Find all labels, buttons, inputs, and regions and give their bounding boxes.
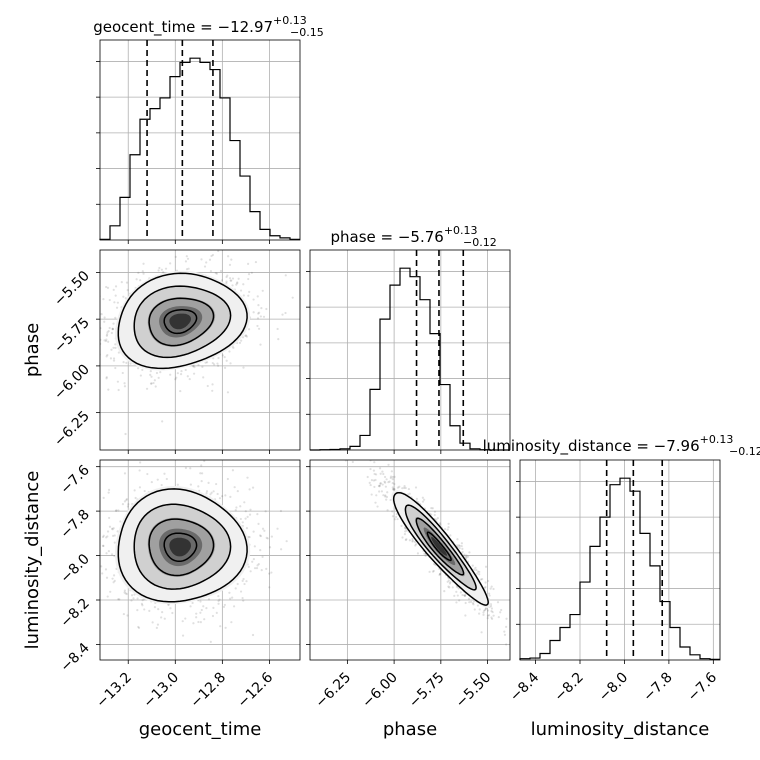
- ytick-phase-2: −5.75: [51, 315, 93, 357]
- ytick-luminosity_distance-3: −7.8: [57, 507, 92, 542]
- ytick-phase-0: −6.25: [51, 408, 93, 450]
- contour-geocent_time-phase-2: [133, 285, 232, 359]
- contour-geocent_time-phase-3: [117, 272, 248, 370]
- contour-geocent_time-luminosity_distance-2: [133, 503, 232, 590]
- title-phase-sub: −0.12: [463, 236, 497, 249]
- scatter-panel-geocent_time-phase: [96, 249, 301, 454]
- title-luminosity-distance: luminosity_distance = −7.96+0.13: [483, 433, 734, 456]
- contour-geocent_time-luminosity_distance-1: [148, 518, 215, 577]
- xtick-geocent_time-2: −12.8: [188, 670, 230, 712]
- ytick-phase-3: −5.50: [51, 268, 93, 310]
- xtick-phase-3: −5.50: [453, 670, 495, 712]
- contour-geocent_time-luminosity_distance-3: [117, 488, 248, 603]
- hist-line-geocent_time: [99, 57, 300, 240]
- xtick-phase-1: −6.00: [359, 670, 401, 712]
- xtick-phase-2: −5.75: [406, 670, 448, 712]
- contour-phase-luminosity_distance-0: [426, 531, 452, 562]
- scatter-panel-geocent_time-luminosity_distance: [96, 459, 301, 664]
- xtick-geocent_time-0: −13.2: [93, 670, 135, 712]
- xtick-geocent_time-1: −13.0: [140, 670, 182, 712]
- contour-phase-luminosity_distance-2: [404, 504, 477, 591]
- title-geocent-time: geocent_time = −12.97+0.13: [93, 14, 307, 37]
- hist-panel-luminosity_distance: [516, 459, 721, 664]
- hist-panel-geocent_time: [96, 39, 301, 244]
- ylabel-phase: phase: [22, 323, 43, 377]
- ytick-luminosity_distance-4: −7.6: [57, 462, 92, 497]
- hist-line-luminosity_distance: [519, 477, 720, 660]
- xtick-luminosity_distance-2: −8.0: [596, 670, 631, 705]
- xlabel-luminosity-distance: luminosity_distance: [531, 719, 710, 740]
- contour-phase-luminosity_distance-3: [392, 491, 489, 606]
- xtick-luminosity_distance-1: −8.2: [551, 670, 586, 705]
- xtick-phase-0: −6.25: [313, 670, 355, 712]
- xtick-luminosity_distance-3: −7.8: [640, 670, 675, 705]
- contour-geocent_time-phase-1: [148, 297, 215, 347]
- ytick-luminosity_distance-1: −8.2: [57, 596, 92, 631]
- ytick-luminosity_distance-2: −8.0: [57, 551, 92, 586]
- contour-phase-luminosity_distance-1: [415, 517, 465, 576]
- title-luminosity-distance-sub: −0.12: [729, 445, 760, 458]
- xtick-luminosity_distance-4: −7.6: [685, 669, 720, 704]
- xlabel-phase: phase: [383, 719, 437, 740]
- title-phase: phase = −5.76+0.13: [330, 224, 477, 246]
- xtick-geocent_time-3: −12.6: [235, 669, 277, 711]
- title-geocent-time-sub: −0.15: [290, 26, 324, 39]
- xtick-luminosity_distance-0: −8.4: [507, 669, 542, 704]
- ylabel-luminosity-distance: luminosity_distance: [22, 471, 43, 650]
- hist-panel-phase: [306, 249, 511, 454]
- ytick-phase-1: −6.00: [51, 361, 93, 403]
- ytick-luminosity_distance-0: −8.4: [57, 640, 92, 675]
- contour-geocent_time-luminosity_distance-0: [163, 532, 198, 563]
- hist-line-phase: [310, 267, 510, 451]
- scatter-panel-phase-luminosity_distance: [306, 459, 511, 664]
- xlabel-geocent-time: geocent_time: [139, 719, 262, 740]
- contour-geocent_time-phase-0: [163, 309, 198, 335]
